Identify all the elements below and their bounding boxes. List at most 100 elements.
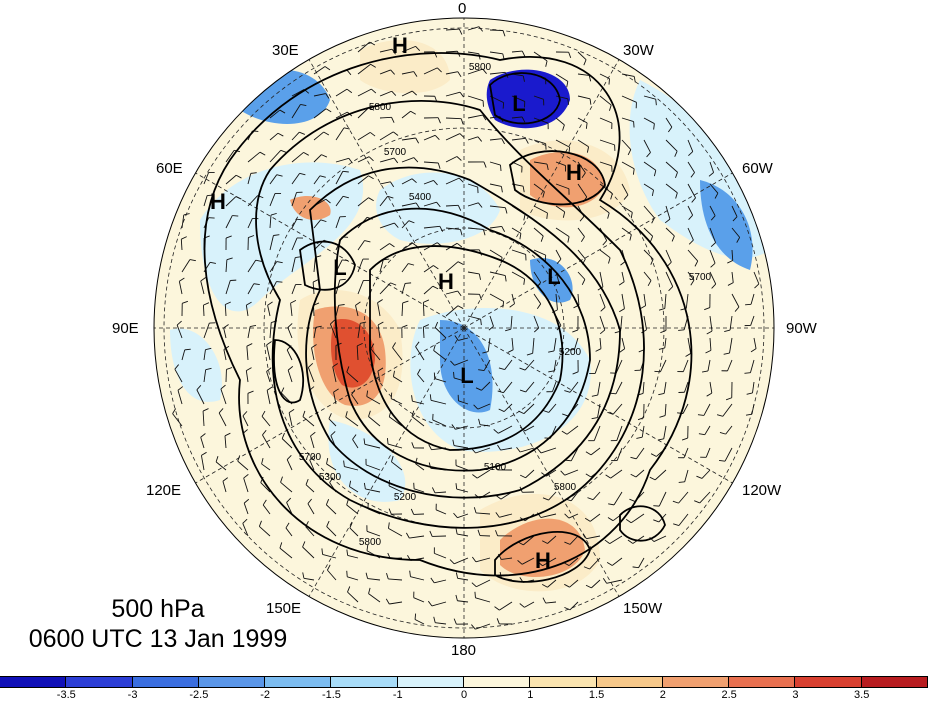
- wind-barb-flag: [482, 114, 487, 121]
- wind-barb-staff: [555, 205, 565, 213]
- wind-barb-flag: [235, 174, 242, 179]
- wind-barb-flag: [455, 483, 458, 490]
- wind-barb-staff: [329, 323, 337, 339]
- wind-barb-flag: [360, 321, 367, 324]
- wind-barb-flag: [564, 606, 571, 611]
- wind-barb-flag: [493, 429, 499, 434]
- wind-barb-staff: [687, 139, 694, 152]
- wind-barb-flag: [225, 301, 231, 305]
- wind-barb-flag: [608, 104, 612, 111]
- wind-barb-staff: [357, 63, 371, 75]
- wind-barb-staff: [242, 523, 249, 537]
- wind-barb-flag: [533, 327, 539, 333]
- wind-barb-staff: [665, 183, 678, 194]
- wind-barb-staff: [753, 337, 757, 349]
- wind-barb-staff: [638, 557, 645, 568]
- wind-barb-flag: [370, 343, 375, 350]
- colorbar-tick-label: -1: [392, 689, 403, 701]
- wind-barb-staff: [665, 139, 678, 152]
- wind-barb-staff: [379, 181, 391, 185]
- contour-label: 5200: [559, 347, 582, 358]
- wind-barb-flag: [455, 594, 458, 601]
- wind-barb-flag: [428, 444, 432, 450]
- wind-barb-staff: [687, 183, 696, 199]
- wind-barb-flag: [710, 262, 716, 268]
- wind-barb-flag: [608, 257, 611, 264]
- wind-barb-staff: [431, 601, 447, 607]
- wind-barb-staff: [414, 619, 425, 625]
- wind-barb-flag: [560, 470, 566, 476]
- wind-barb-flag: [602, 240, 608, 246]
- wind-barb-staff: [511, 227, 522, 234]
- wind-barb-staff: [621, 227, 632, 236]
- wind-barb-staff: [709, 161, 715, 173]
- wind-barb-staff: [366, 530, 381, 537]
- wind-barb-flag: [250, 172, 257, 174]
- meridian-line: [308, 327, 465, 597]
- anomaly-patch: [170, 328, 222, 402]
- wind-barb-staff: [309, 459, 315, 471]
- wind-barb-flag: [299, 131, 306, 135]
- wind-barb-staff: [533, 249, 546, 256]
- wind-barb-staff: [357, 258, 364, 273]
- wind-barb-staff: [751, 403, 755, 415]
- wind-barb-flag: [458, 28, 463, 35]
- wind-barb-flag: [280, 149, 287, 153]
- wind-barb-staff: [269, 235, 274, 251]
- wind-barb-staff: [445, 71, 458, 75]
- wind-barb-staff: [510, 315, 513, 330]
- high-pressure-marker: H: [566, 160, 582, 185]
- wind-barb-staff: [242, 415, 249, 427]
- wind-barb-staff: [453, 445, 469, 449]
- wind-barb-flag: [479, 294, 482, 301]
- wind-barb-staff: [288, 412, 293, 427]
- wind-barb-staff: [364, 443, 381, 449]
- wind-barb-staff: [291, 218, 298, 229]
- colorbar-tick-label: 3.5: [854, 689, 870, 701]
- wind-barb-staff: [346, 371, 359, 383]
- contour-label: 5300: [319, 472, 342, 483]
- wind-barb-flag: [691, 197, 696, 203]
- wind-barb-flag: [495, 495, 502, 500]
- wind-barb-flag: [415, 137, 420, 144]
- lon-label-60e: 60E: [156, 160, 183, 177]
- wind-barb-flag: [325, 499, 330, 505]
- wind-barb-flag: [565, 459, 572, 462]
- wind-barb-flag: [579, 216, 585, 222]
- wind-barb-staff: [291, 192, 297, 207]
- wind-barb-staff: [423, 201, 437, 207]
- wind-barb-flag: [710, 242, 716, 247]
- wind-barb-flag: [482, 229, 486, 236]
- wind-barb-flag: [629, 234, 632, 241]
- wind-barb-staff: [682, 403, 689, 414]
- contour-label: 5800: [359, 537, 382, 548]
- wind-barb-flag: [706, 392, 713, 397]
- wind-barb-flag: [369, 41, 376, 46]
- wind-barb-staff: [413, 597, 425, 603]
- colorbar-swatch: [530, 677, 597, 687]
- wind-barb-staff: [247, 259, 257, 273]
- wind-barb-flag: [546, 163, 549, 171]
- wind-barb-flag: [501, 226, 506, 232]
- wind-barb-staff: [379, 157, 395, 163]
- wind-barb-staff: [225, 259, 228, 273]
- wind-barb-staff: [489, 205, 506, 209]
- wind-barb-staff: [664, 403, 667, 416]
- wind-barb-flag: [387, 195, 394, 199]
- wind-barb-flag: [591, 417, 598, 420]
- wind-barb-flag: [413, 157, 419, 163]
- wind-barb-flag: [405, 282, 412, 284]
- wind-barb-flag: [439, 226, 444, 232]
- wind-barb-staff: [687, 205, 694, 216]
- wind-barb-flag: [746, 392, 753, 395]
- wind-barb-staff: [351, 394, 359, 405]
- wind-barb-flag: [459, 229, 463, 236]
- wind-barb-flag: [719, 460, 726, 462]
- wind-barb-staff: [457, 513, 469, 519]
- wind-barb-staff: [367, 578, 381, 581]
- wind-barb-staff: [286, 459, 293, 471]
- colorbar-tick-label: -3: [127, 689, 138, 701]
- map-boundary: [153, 17, 775, 639]
- wind-barb-flag: [630, 473, 637, 478]
- wind-barb-flag: [411, 410, 415, 417]
